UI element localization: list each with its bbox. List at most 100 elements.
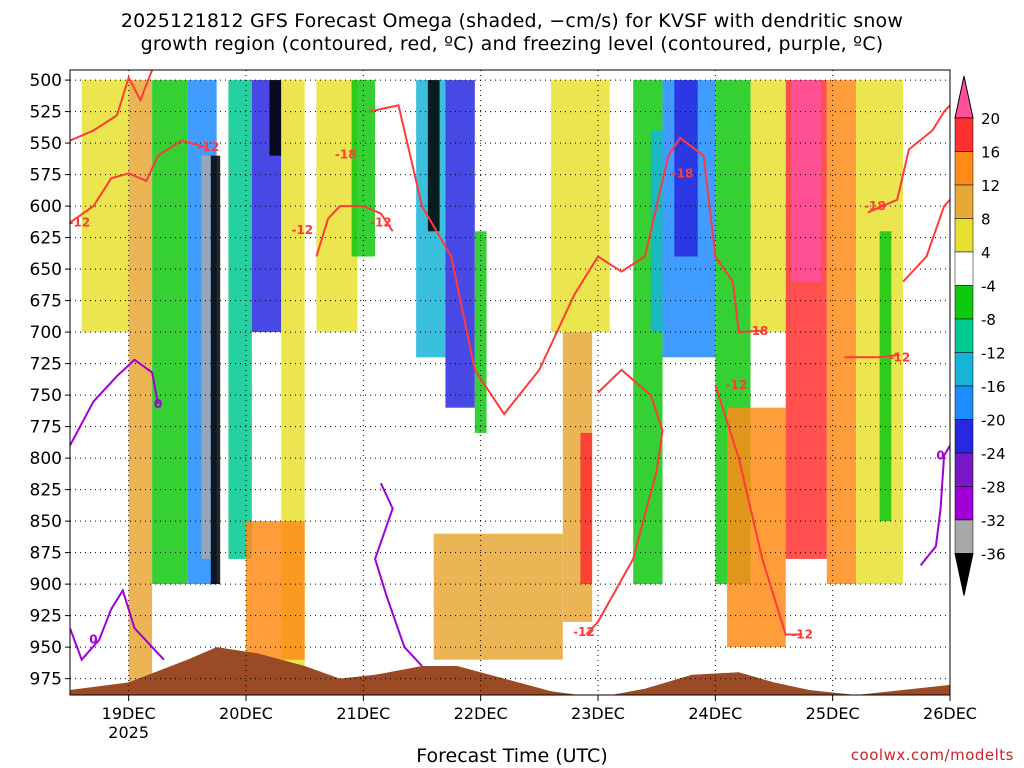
- x-tick-label: 25DEC: [806, 704, 860, 723]
- y-tick-label: 900: [30, 575, 62, 595]
- y-tick-label: 775: [30, 418, 62, 438]
- colorbar-label: -16: [981, 378, 1006, 396]
- colorbar-swatch: [954, 385, 974, 420]
- colorbar-label: -36: [981, 546, 1006, 564]
- contour-label: -12: [291, 223, 313, 237]
- contour-label: -18: [672, 166, 694, 180]
- terrain-fill: [70, 647, 950, 695]
- y-tick-label: 550: [30, 134, 62, 154]
- colorbar-label: 12: [981, 177, 1000, 195]
- y-tick-label: 625: [30, 229, 62, 249]
- y-tick-label: 975: [30, 670, 62, 690]
- colorbar-cap-top: [954, 75, 974, 119]
- plot-frame: [69, 69, 951, 696]
- y-tick-label: 850: [30, 512, 62, 532]
- y-tick-label: 875: [30, 544, 62, 564]
- contour-line: [714, 384, 803, 636]
- contour-line: [844, 353, 900, 359]
- shading-band: [128, 80, 153, 685]
- contour-line: [368, 104, 763, 416]
- credit-text: coolwx.com/modelts: [850, 746, 1014, 764]
- shading-band: [791, 80, 821, 282]
- y-tick-label: 750: [30, 386, 62, 406]
- shading-band: [580, 432, 593, 585]
- contour-label: -12: [791, 628, 813, 642]
- colorbar-swatch: [954, 486, 974, 521]
- x-tick-label: 24DEC: [688, 704, 742, 723]
- contour-label: -12: [370, 215, 392, 229]
- y-tick-label: 725: [30, 355, 62, 375]
- colorbar-label: -4: [981, 278, 996, 296]
- x-tick-label: 20DEC: [219, 704, 273, 723]
- shading-band: [210, 155, 221, 585]
- contour-label: 0: [936, 449, 944, 463]
- y-tick-label: 925: [30, 607, 62, 627]
- colorbar-swatch: [954, 184, 974, 219]
- x-axis-label: Forecast Time (UTC): [416, 745, 608, 767]
- contour-label: -12: [198, 140, 220, 154]
- y-tick-label: 700: [30, 323, 62, 343]
- shading-band: [433, 533, 563, 660]
- colorbar-swatch: [954, 285, 974, 320]
- y-tick-label: 950: [30, 638, 62, 658]
- contour-line: [902, 199, 950, 283]
- colorbar-label: -12: [981, 345, 1006, 363]
- contour-label: -18: [747, 324, 769, 338]
- contour-line: [374, 482, 423, 667]
- shading-band: [826, 80, 857, 585]
- contour-line: [70, 139, 206, 224]
- colorbar-label: 20: [981, 110, 1000, 128]
- x-tick-label: 22DEC: [454, 704, 508, 723]
- chart-title-line2: growth region (contoured, red, ºC) and f…: [140, 33, 884, 55]
- contour-label: -12: [889, 350, 911, 364]
- colorbar-swatch: [954, 318, 974, 353]
- y-tick-label: 525: [30, 103, 62, 123]
- colorbar-cap-bottom: [954, 553, 974, 596]
- colorbar-swatch: [954, 117, 974, 152]
- shading-band: [427, 80, 440, 232]
- contour-line: [70, 70, 154, 142]
- shading-band: [228, 80, 252, 559]
- y-tick-label: 500: [30, 71, 62, 91]
- colorbar-label: -20: [981, 412, 1006, 430]
- colorbar-swatch: [954, 419, 974, 454]
- x-tick-label: 19DEC: [102, 704, 156, 723]
- shading-band: [879, 231, 892, 522]
- contour-label: 0: [89, 633, 97, 647]
- colorbar-swatch: [954, 452, 974, 487]
- contour-label: -12: [69, 215, 91, 229]
- y-tick-label: 650: [30, 260, 62, 280]
- shading-band: [269, 80, 282, 156]
- shading-band: [201, 155, 211, 559]
- colorbar-label: -24: [981, 445, 1006, 463]
- y-tick-label: 800: [30, 449, 62, 469]
- y-tick-label: 575: [30, 166, 62, 186]
- shading-band: [674, 80, 698, 257]
- colorbar-label: -8: [981, 311, 996, 329]
- shading-band: [351, 80, 376, 257]
- y-tick-label: 825: [30, 481, 62, 501]
- contour-label: -12: [573, 625, 595, 639]
- contour-line: [315, 205, 394, 257]
- colorbar-label: -28: [981, 479, 1006, 497]
- chart-title-line1: 2025121812 GFS Forecast Omega (shaded, −…: [120, 10, 904, 32]
- contour-line: [585, 368, 664, 636]
- x-tick-label: 21DEC: [336, 704, 390, 723]
- contour-line: [919, 444, 950, 566]
- colorbar-swatch: [954, 352, 974, 387]
- contour-label: -18: [335, 147, 357, 161]
- shading-band: [727, 407, 786, 648]
- contour-label: -12: [726, 378, 748, 392]
- colorbar-label: 16: [981, 144, 1000, 162]
- shading-band: [246, 521, 305, 660]
- x-tick-sublabel: 2025: [108, 723, 149, 742]
- contour-label: -18: [864, 199, 886, 213]
- x-tick-label: 23DEC: [571, 704, 625, 723]
- colorbar-label: 8: [981, 211, 991, 229]
- contour-line: [70, 588, 165, 662]
- colorbar-swatch: [954, 519, 974, 554]
- colorbar-swatch: [954, 151, 974, 186]
- shading-band: [152, 80, 188, 585]
- colorbar-swatch: [954, 251, 974, 286]
- y-tick-label: 675: [30, 292, 62, 312]
